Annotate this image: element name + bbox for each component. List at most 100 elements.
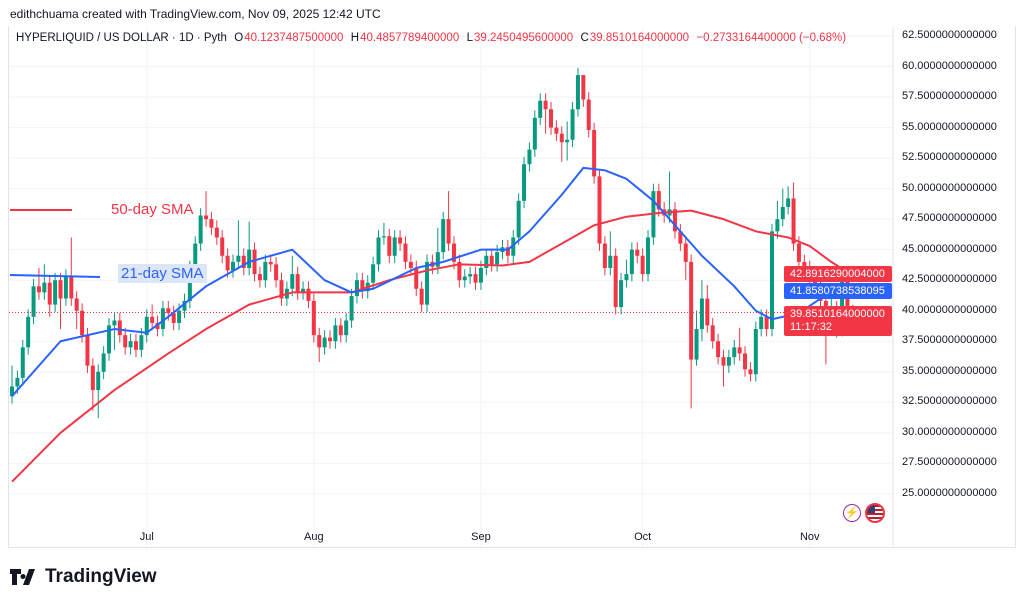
candle-body bbox=[619, 280, 624, 308]
candle-body bbox=[187, 267, 192, 301]
change-value: −0.2733164400000 (−0.68%) bbox=[696, 32, 847, 44]
candle-body bbox=[710, 325, 715, 342]
candle-body bbox=[570, 109, 575, 140]
close-label: C bbox=[580, 32, 589, 44]
candle-body bbox=[53, 280, 58, 305]
candle-body bbox=[694, 329, 699, 360]
candle-body bbox=[257, 274, 262, 281]
sma50-price-tag: 42.8916290004000 bbox=[784, 266, 892, 282]
candle-body bbox=[360, 280, 365, 292]
low-value: 39.2450495600000 bbox=[474, 32, 574, 44]
candle-body bbox=[182, 300, 187, 311]
candle-body bbox=[160, 308, 165, 330]
candle-body bbox=[20, 347, 25, 378]
candle-body bbox=[247, 249, 252, 268]
candle-body bbox=[101, 353, 106, 372]
candle-body bbox=[721, 357, 726, 366]
symbol-label[interactable]: HYPERLIQUID / US DOLLAR · 1D · Pyth bbox=[16, 32, 227, 44]
candle-body bbox=[435, 252, 440, 267]
candle-body bbox=[586, 99, 591, 131]
candle-body bbox=[177, 310, 182, 323]
high-value: 40.4857789400000 bbox=[360, 32, 460, 44]
candle-body bbox=[516, 200, 521, 238]
logo-text: TradingView bbox=[45, 566, 157, 587]
candle-body bbox=[613, 255, 618, 308]
time-tick-label: Oct bbox=[634, 531, 652, 543]
last-price-tag: 39.8510164000000 11:17:32 bbox=[784, 306, 892, 336]
candle-body bbox=[198, 215, 203, 244]
candle-body bbox=[796, 243, 801, 262]
candle-body bbox=[349, 296, 354, 321]
candle-body bbox=[381, 236, 386, 238]
close-value: 39.8510164000000 bbox=[589, 32, 689, 44]
candle-body bbox=[214, 227, 219, 238]
candle-body bbox=[478, 267, 483, 283]
price-tick-label: 40.0000000000000 bbox=[902, 303, 997, 316]
candle-body bbox=[786, 198, 791, 207]
price-tick-label: 55.0000000000000 bbox=[902, 120, 997, 133]
candle-body bbox=[301, 288, 306, 293]
candle-body bbox=[344, 320, 349, 336]
candle-body bbox=[204, 215, 209, 220]
time-tick-label: Sep bbox=[471, 531, 491, 543]
candle-body bbox=[317, 335, 322, 348]
candle-body bbox=[274, 264, 279, 281]
candle-body bbox=[737, 347, 742, 354]
time-tick-label: Jul bbox=[139, 531, 154, 543]
lightning-icon[interactable]: ⚡ bbox=[843, 504, 861, 522]
candle-body bbox=[640, 255, 645, 275]
low-label: L bbox=[466, 32, 474, 44]
candle-body bbox=[592, 130, 597, 177]
candle-body bbox=[47, 282, 52, 305]
candle-body bbox=[457, 261, 462, 281]
tradingview-logo[interactable]: TradingView bbox=[10, 566, 157, 588]
candle-body bbox=[527, 149, 532, 165]
sma21-legend-line bbox=[9, 274, 101, 278]
candle-body bbox=[532, 117, 537, 150]
candle-body bbox=[462, 276, 467, 281]
candle-body bbox=[31, 286, 36, 317]
candle-body bbox=[554, 127, 559, 134]
candle-body bbox=[376, 237, 381, 265]
price-tick-label: 32.5000000000000 bbox=[902, 395, 997, 408]
candle-body bbox=[581, 75, 586, 100]
candle-body bbox=[144, 316, 149, 336]
candle-body bbox=[689, 261, 694, 360]
candle-body bbox=[306, 288, 311, 301]
candle-body bbox=[769, 231, 774, 330]
candle-body bbox=[565, 139, 570, 143]
candle-body bbox=[209, 219, 214, 228]
candle-body bbox=[656, 191, 661, 210]
candle-body bbox=[753, 329, 758, 375]
candle-body bbox=[575, 75, 580, 110]
price-tick-label: 42.5000000000000 bbox=[902, 273, 997, 286]
candle-body bbox=[505, 247, 510, 256]
candle-body bbox=[15, 377, 20, 387]
candle-body bbox=[338, 325, 343, 336]
candle-body bbox=[543, 100, 548, 110]
candle-body bbox=[635, 249, 640, 256]
price-tick-label: 60.0000000000000 bbox=[902, 59, 997, 72]
price-tick-label: 57.5000000000000 bbox=[902, 90, 997, 103]
candle-body bbox=[624, 274, 629, 281]
candle-body bbox=[473, 274, 478, 283]
chart-credit: edithchuama created with TradingView.com… bbox=[10, 7, 381, 21]
candle-body bbox=[90, 365, 95, 391]
candle-body bbox=[538, 100, 543, 118]
candle-body bbox=[279, 280, 284, 299]
candle-body bbox=[672, 209, 677, 232]
candle-body bbox=[726, 357, 731, 366]
tradingview-logo-icon bbox=[10, 569, 35, 585]
candle-body bbox=[42, 282, 47, 293]
candle-body bbox=[468, 274, 473, 277]
candle-body bbox=[117, 320, 122, 336]
price-tick-label: 47.5000000000000 bbox=[902, 212, 997, 225]
us-flag-icon[interactable] bbox=[865, 503, 885, 523]
candle-body bbox=[511, 237, 516, 256]
candle-body bbox=[451, 243, 456, 262]
candle-body bbox=[220, 237, 225, 256]
candle-body bbox=[559, 133, 564, 143]
candle-body bbox=[80, 310, 85, 336]
candle-body bbox=[166, 308, 171, 314]
